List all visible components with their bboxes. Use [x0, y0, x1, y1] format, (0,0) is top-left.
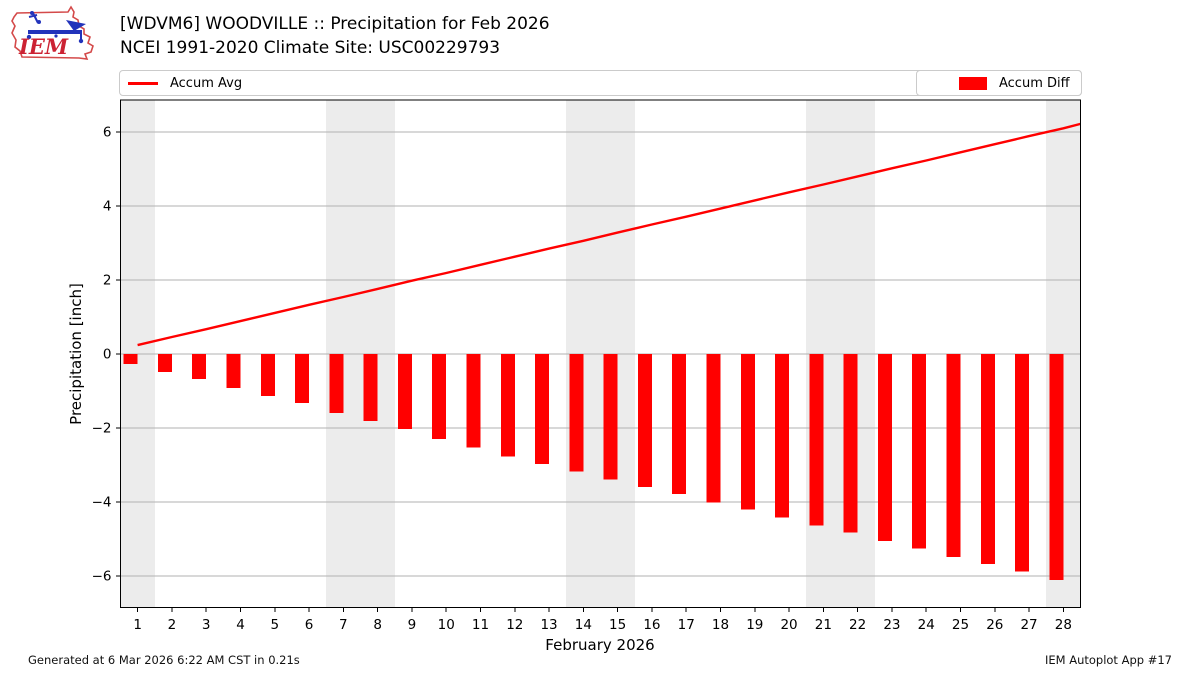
x-tick-label: 9 — [408, 617, 417, 633]
y-tick-label: −6 — [92, 569, 112, 585]
accum-diff-bar — [569, 354, 584, 472]
x-tick-label: 1 — [133, 617, 142, 633]
x-tick-label: 16 — [643, 617, 660, 633]
x-tick-label: 7 — [339, 617, 348, 633]
y-tick-label: 0 — [103, 347, 112, 363]
accum-avg-line — [137, 122, 1081, 347]
accum-diff-bar — [123, 354, 138, 364]
x-tick-label: 19 — [746, 617, 763, 633]
x-tick-label: 27 — [1020, 617, 1037, 633]
accum-diff-bar — [500, 354, 515, 457]
x-tick-label: 8 — [373, 617, 382, 633]
accum-diff-bar — [260, 354, 275, 397]
x-tick-label: 2 — [168, 617, 177, 633]
accum-diff-legend-label: Accum Diff — [999, 75, 1070, 91]
accum-diff-bar — [535, 354, 550, 464]
y-tick-label: −4 — [92, 495, 112, 511]
x-tick-label: 11 — [472, 617, 489, 633]
x-tick-label: 12 — [506, 617, 523, 633]
accum-diff-bar — [295, 354, 310, 404]
accum-diff-bar — [672, 354, 687, 495]
accum-diff-bar — [980, 354, 995, 565]
x-tick-label: 17 — [678, 617, 695, 633]
x-axis-label: February 2026 — [545, 636, 655, 654]
x-tick-label: 14 — [575, 617, 592, 633]
accum-diff-bar — [877, 354, 892, 541]
y-axis-label: Precipitation [inch] — [67, 283, 85, 425]
y-tick-label: 4 — [103, 199, 112, 215]
accum-diff-bar — [637, 354, 652, 487]
chart-title-line2: NCEI 1991-2020 Climate Site: USC00229793 — [120, 38, 501, 58]
x-tick-label: 18 — [712, 617, 729, 633]
x-tick-label: 22 — [849, 617, 866, 633]
y-tick-label: −2 — [92, 421, 112, 437]
accum-diff-bar — [740, 354, 755, 510]
legend-accum-diff: Accum Diff — [916, 70, 1082, 96]
accum-diff-bar — [946, 354, 961, 557]
accum-diff-bar — [1049, 354, 1064, 581]
accum-diff-bar — [809, 354, 824, 526]
accum-diff-bar — [843, 354, 858, 533]
x-tick-label: 3 — [202, 617, 211, 633]
accum-diff-bar — [192, 354, 207, 380]
x-tick-label: 26 — [986, 617, 1003, 633]
accum-diff-bar — [775, 354, 790, 518]
x-tick-label: 21 — [815, 617, 832, 633]
accum-diff-bar — [397, 354, 412, 430]
accum-diff-bar — [329, 354, 344, 413]
accum-diff-bar — [603, 354, 618, 480]
x-tick-label: 10 — [438, 617, 455, 633]
app-credit: IEM Autoplot App #17 — [1044, 653, 1172, 667]
accum-avg-legend-label: Accum Avg — [170, 75, 243, 91]
accum-diff-bar — [706, 354, 721, 503]
accum-diff-bar — [363, 354, 378, 421]
x-tick-label: 23 — [883, 617, 900, 633]
iem-logo: IEM — [11, 5, 94, 60]
iem-logo-text: IEM — [18, 34, 69, 59]
accum-diff-bar — [226, 354, 241, 389]
x-tick-label: 24 — [918, 617, 935, 633]
accum-diff-bar — [1015, 354, 1030, 572]
accum-diff-bar — [432, 354, 447, 440]
weather-vane-icon — [26, 11, 86, 44]
x-tick-label: 6 — [305, 617, 314, 633]
x-tick-label: 5 — [270, 617, 279, 633]
x-tick-label: 25 — [952, 617, 969, 633]
generated-timestamp: Generated at 6 Mar 2026 6:22 AM CST in 0… — [28, 653, 300, 667]
y-tick-label: 6 — [103, 125, 112, 141]
x-tick-label: 4 — [236, 617, 245, 633]
accum-avg-line-swatch — [128, 81, 158, 85]
x-tick-label: 20 — [780, 617, 797, 633]
chart-title: [WDVM6] WOODVILLE :: Precipitation for F… — [120, 12, 550, 60]
x-tick-label: 13 — [540, 617, 557, 633]
x-tick-label: 15 — [609, 617, 626, 633]
accum-diff-bar — [912, 354, 927, 549]
accum-diff-bar — [157, 354, 172, 373]
x-tick-label: 28 — [1055, 617, 1072, 633]
y-tick-label: 2 — [103, 273, 112, 289]
chart-title-line1: [WDVM6] WOODVILLE :: Precipitation for F… — [120, 14, 550, 34]
accum-diff-bar-swatch — [959, 76, 987, 90]
accum-diff-bar — [466, 354, 481, 448]
